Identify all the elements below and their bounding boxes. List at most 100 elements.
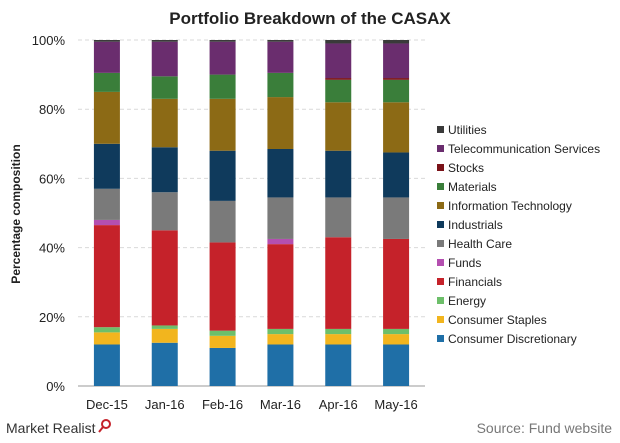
bar-segment <box>383 334 410 345</box>
bar-segment <box>93 188 120 220</box>
legend-label: Financials <box>448 275 502 289</box>
bar-segment <box>267 40 294 42</box>
legend-item: Financials <box>437 275 502 289</box>
legend-item: Consumer Staples <box>437 313 547 327</box>
legend-item: Telecommunication Services <box>437 142 600 156</box>
bar-segment <box>383 79 410 103</box>
bar-segment <box>325 78 352 80</box>
x-tick-label: Apr-16 <box>319 397 358 412</box>
bar-segment <box>93 219 120 226</box>
legend-swatch <box>437 202 444 209</box>
legend-swatch <box>437 297 444 304</box>
bar-segment <box>151 40 178 42</box>
bar-segment <box>325 328 352 335</box>
bar-segment <box>383 238 410 329</box>
legend-item: Utilities <box>437 123 487 137</box>
bar-segment <box>267 244 294 329</box>
y-tick-label: 0% <box>46 379 65 394</box>
bar-segment <box>93 91 120 144</box>
bar-segment <box>267 344 294 386</box>
bar-segment <box>383 102 410 153</box>
legend-swatch <box>437 335 444 342</box>
legend-item: Materials <box>437 180 497 194</box>
legend-swatch <box>437 183 444 190</box>
bar-segment <box>151 192 178 231</box>
legend-item: Health Care <box>437 237 512 251</box>
bar-segment <box>151 98 178 148</box>
legend-item: Funds <box>437 256 481 270</box>
bar-segment <box>151 76 178 99</box>
y-axis-label: Percentage composition <box>9 144 23 283</box>
market-realist-logo: Market Realist <box>6 419 111 436</box>
bar-segment <box>325 40 352 44</box>
legend-label: Health Care <box>448 237 512 251</box>
y-tick-label: 60% <box>39 171 65 186</box>
legend-label: Stocks <box>448 161 484 175</box>
x-tick-label: Jan-16 <box>145 397 185 412</box>
bar-segment <box>267 238 294 245</box>
x-axis-ticks: Dec-15 Jan-16 Feb-16 Mar-16 Apr-16 May-16 <box>86 397 418 412</box>
legend-label: Funds <box>448 256 481 270</box>
legend-label: Industrials <box>448 218 503 232</box>
bar-segment <box>383 43 410 79</box>
bar-segment <box>151 41 178 77</box>
bar-segment <box>325 79 352 103</box>
legend-label: Consumer Discretionary <box>448 332 577 346</box>
bar-segment <box>267 197 294 239</box>
legend-swatch <box>437 278 444 285</box>
bar-segment <box>267 97 294 149</box>
bars <box>93 40 410 386</box>
gridlines <box>78 39 425 387</box>
bar-segment <box>93 332 120 345</box>
legend-swatch <box>437 164 444 171</box>
bar-segment <box>383 78 410 80</box>
bar-segment <box>267 334 294 345</box>
bar-segment <box>209 41 236 75</box>
x-tick-label: Feb-16 <box>202 397 243 412</box>
bar-segment <box>325 43 352 79</box>
bar-segment <box>151 342 178 386</box>
bar-segment <box>209 98 236 151</box>
bar-segment <box>151 325 178 329</box>
legend-label: Materials <box>448 180 497 194</box>
bar-segment <box>93 344 120 386</box>
bar-segment <box>93 225 120 328</box>
legend-swatch <box>437 145 444 152</box>
x-tick-label: Dec-15 <box>86 397 128 412</box>
bar-segment <box>151 147 178 193</box>
bar-segment <box>209 335 236 348</box>
bar-segment <box>325 334 352 345</box>
bar-segment <box>93 40 120 42</box>
bar-segment <box>325 150 352 198</box>
legend-item: Information Technology <box>437 199 572 213</box>
bar-segment <box>209 200 236 243</box>
bar-segment <box>151 230 178 326</box>
bar-segment <box>267 148 294 198</box>
legend-label: Telecommunication Services <box>448 142 600 156</box>
y-tick-label: 100% <box>32 33 66 48</box>
magnifier-icon <box>98 419 111 433</box>
bar-segment <box>325 344 352 386</box>
bar-segment <box>93 41 120 73</box>
bar-segment <box>325 197 352 238</box>
bar-segment <box>209 40 236 42</box>
legend-item: Energy <box>437 294 486 308</box>
source-note: Source: Fund website <box>477 420 613 436</box>
y-tick-label: 20% <box>39 310 65 325</box>
bar-segment <box>325 237 352 329</box>
bar-segment <box>267 328 294 335</box>
y-tick-label: 80% <box>39 102 65 117</box>
legend-swatch <box>437 316 444 323</box>
x-tick-label: Mar-16 <box>260 397 301 412</box>
bar-segment <box>93 327 120 333</box>
bar-segment <box>267 72 294 98</box>
legend-label: Consumer Staples <box>448 313 547 327</box>
chart-title: Portfolio Breakdown of the CASAX <box>169 9 451 28</box>
legend-item: Consumer Discretionary <box>437 332 577 346</box>
bar-segment <box>93 143 120 189</box>
bar-segment <box>383 152 410 198</box>
bar-segment <box>383 197 410 239</box>
legend-label: Energy <box>448 294 486 308</box>
bar-segment <box>93 72 120 92</box>
